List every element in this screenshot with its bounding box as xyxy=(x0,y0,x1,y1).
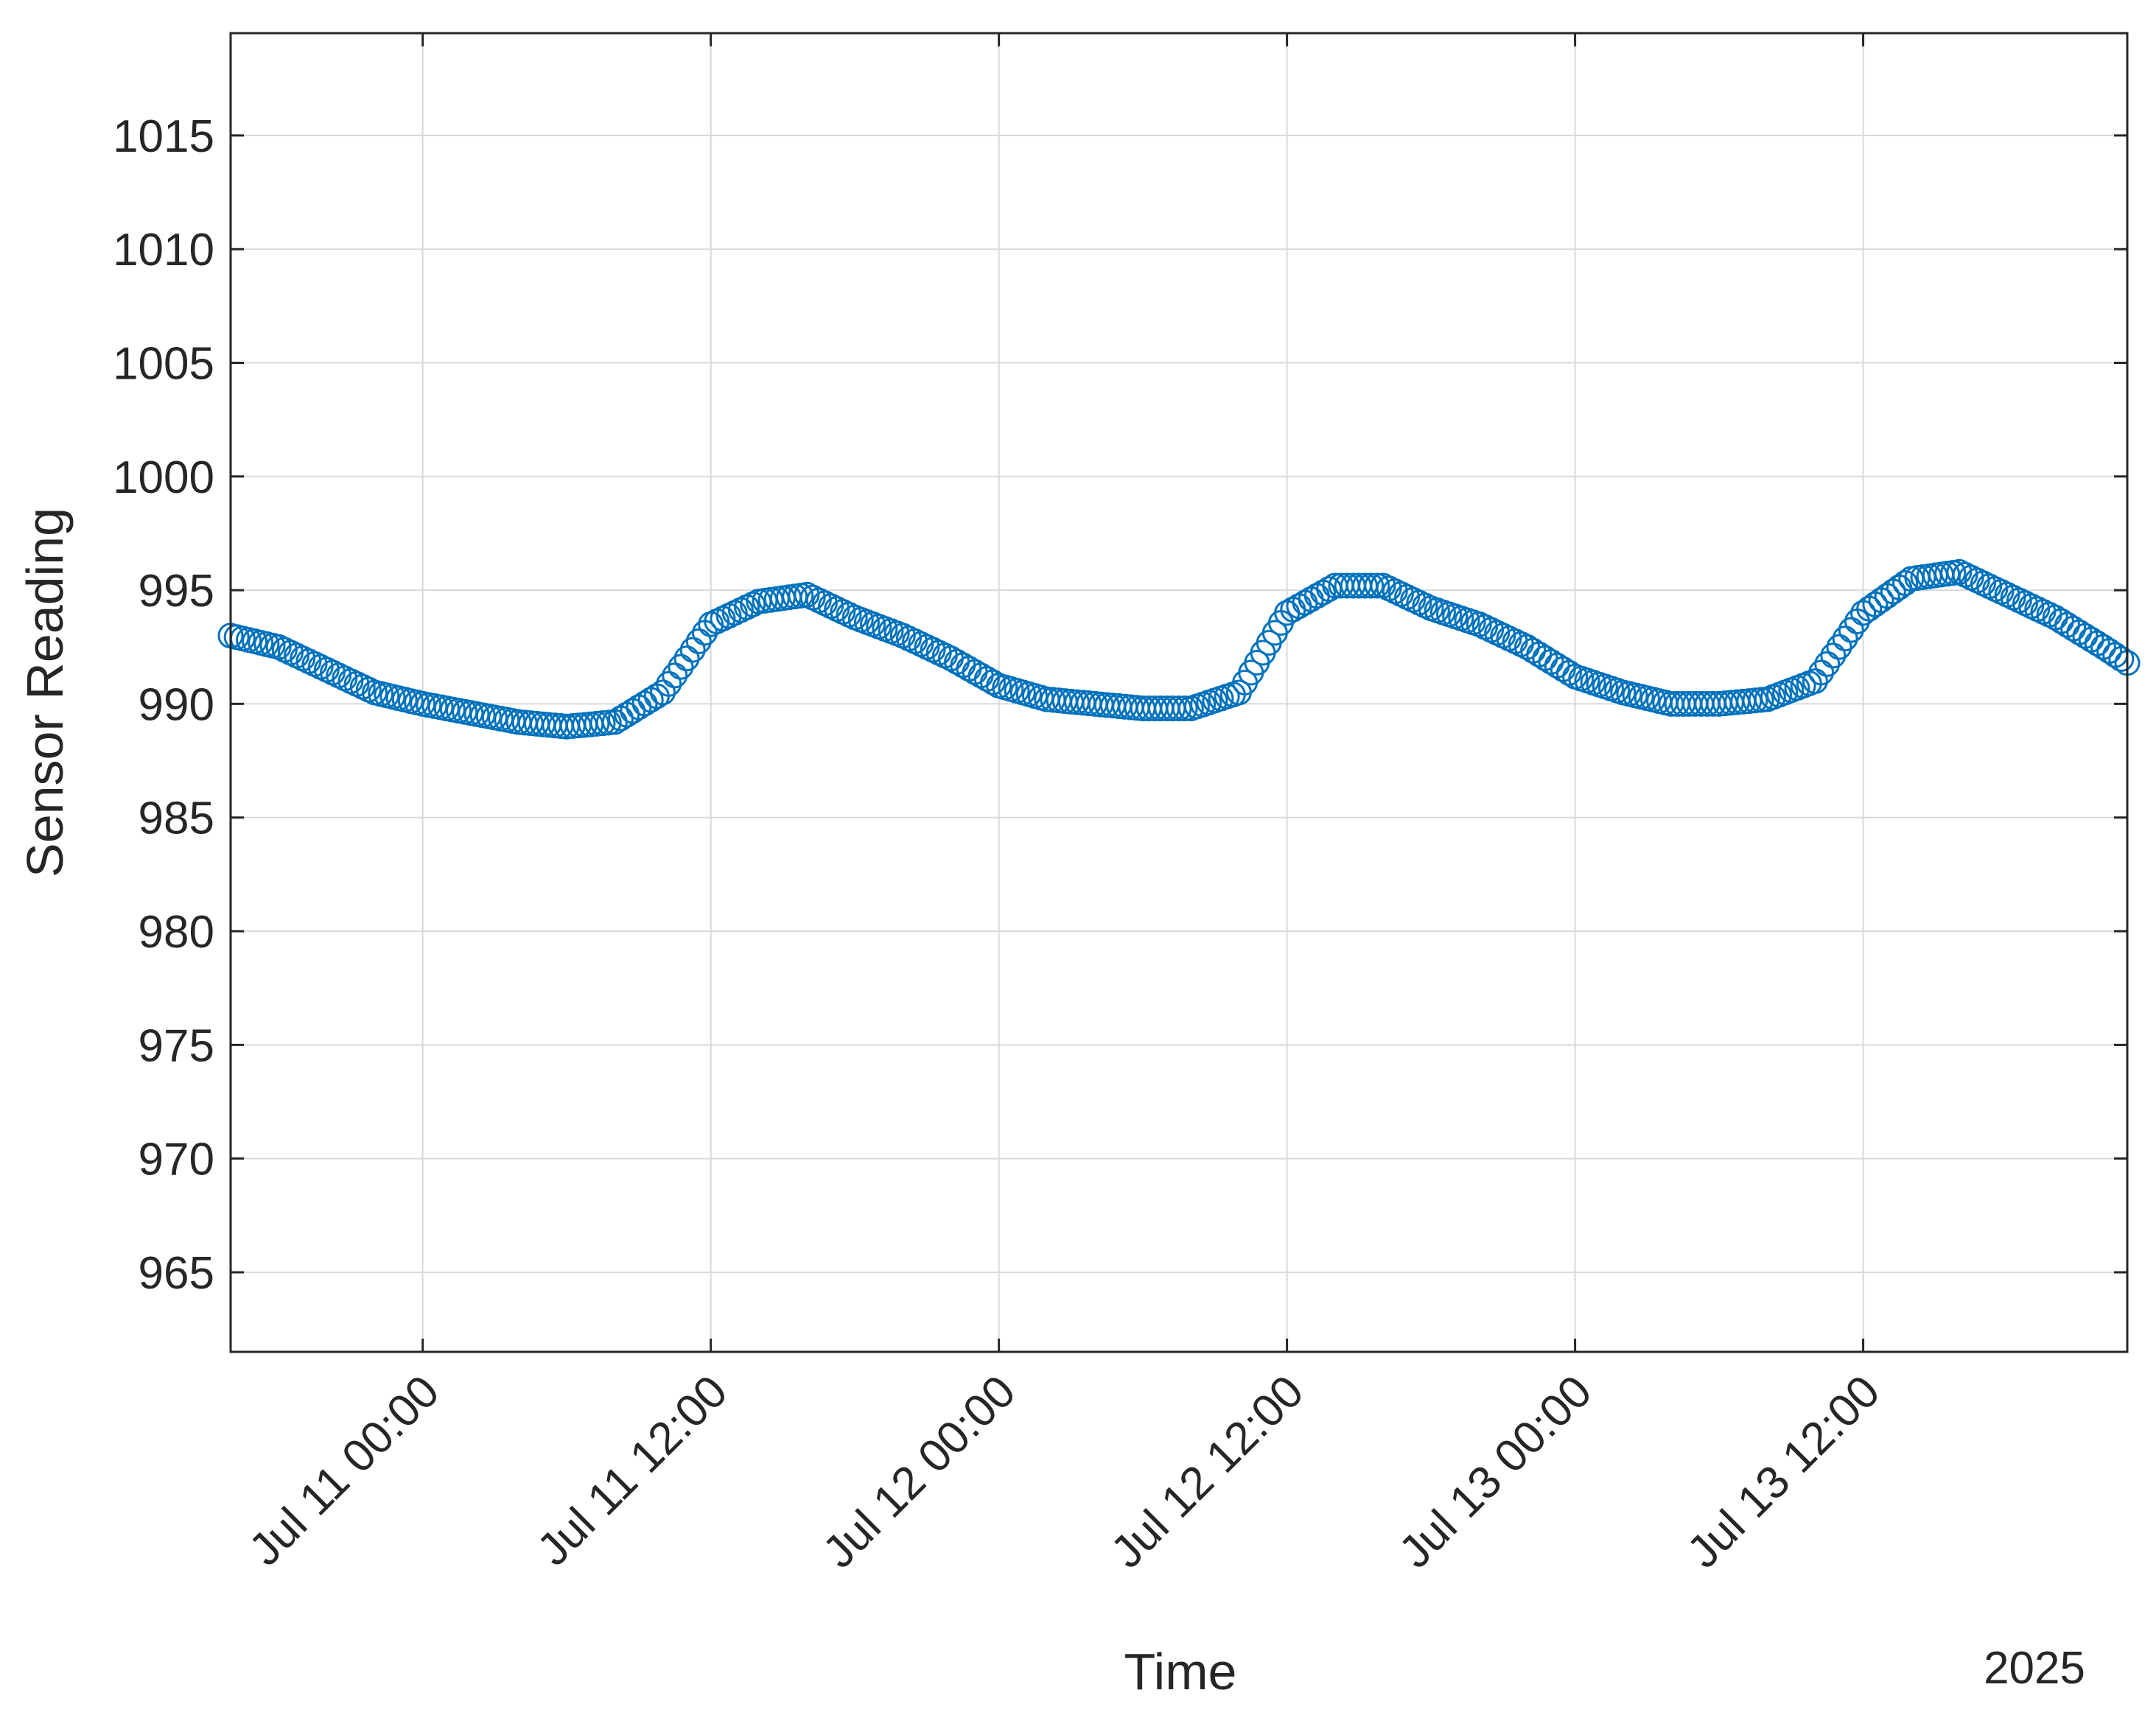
data-point xyxy=(2108,645,2135,672)
data-point xyxy=(1838,617,1864,643)
data-point xyxy=(679,637,706,663)
y-tick-label: 975 xyxy=(139,1020,214,1071)
y-tick-label: 1015 xyxy=(113,111,214,162)
year-label: 2025 xyxy=(1984,1643,2085,1694)
grid-lines xyxy=(231,33,2127,1352)
y-tick-label: 965 xyxy=(139,1248,214,1299)
data-point xyxy=(1820,642,1847,669)
data-point xyxy=(1826,634,1852,660)
data-point xyxy=(1172,695,1198,722)
data-point xyxy=(1364,572,1390,599)
data-point xyxy=(668,653,694,680)
plot-area xyxy=(231,33,2127,1352)
y-tick-label: 1000 xyxy=(113,452,214,503)
data-point xyxy=(673,645,700,672)
y-tick-label: 970 xyxy=(139,1135,214,1185)
y-tick-labels: 965 970 975 980 985 990 995 1000 1005 1010 1015 xyxy=(113,111,214,1299)
data-point xyxy=(649,679,676,706)
x-axis-label: Time xyxy=(1124,1643,1237,1700)
y-tick-label: 995 xyxy=(139,566,214,617)
y-axis-label: Sensor Reading xyxy=(16,508,74,877)
y-tick-label: 1005 xyxy=(113,339,214,390)
y-tick-label: 1010 xyxy=(113,225,214,276)
data-point xyxy=(1358,572,1385,599)
axes-box xyxy=(229,32,2129,1353)
data-point xyxy=(973,665,1000,692)
data-point xyxy=(979,669,1006,695)
y-tick-label: 985 xyxy=(139,793,214,844)
data-point xyxy=(662,662,688,689)
data-point xyxy=(656,670,682,697)
tick-marks xyxy=(231,33,2127,1352)
y-tick-label: 990 xyxy=(139,679,214,730)
data-point xyxy=(685,628,712,655)
data-point xyxy=(1808,659,1835,686)
data-point xyxy=(1309,579,1336,606)
data-point xyxy=(1802,668,1828,695)
data-point xyxy=(1814,651,1841,677)
data-point xyxy=(1832,625,1858,652)
data-point xyxy=(1892,569,1919,596)
y-tick-label: 980 xyxy=(139,907,214,958)
data-point xyxy=(1555,659,1582,686)
